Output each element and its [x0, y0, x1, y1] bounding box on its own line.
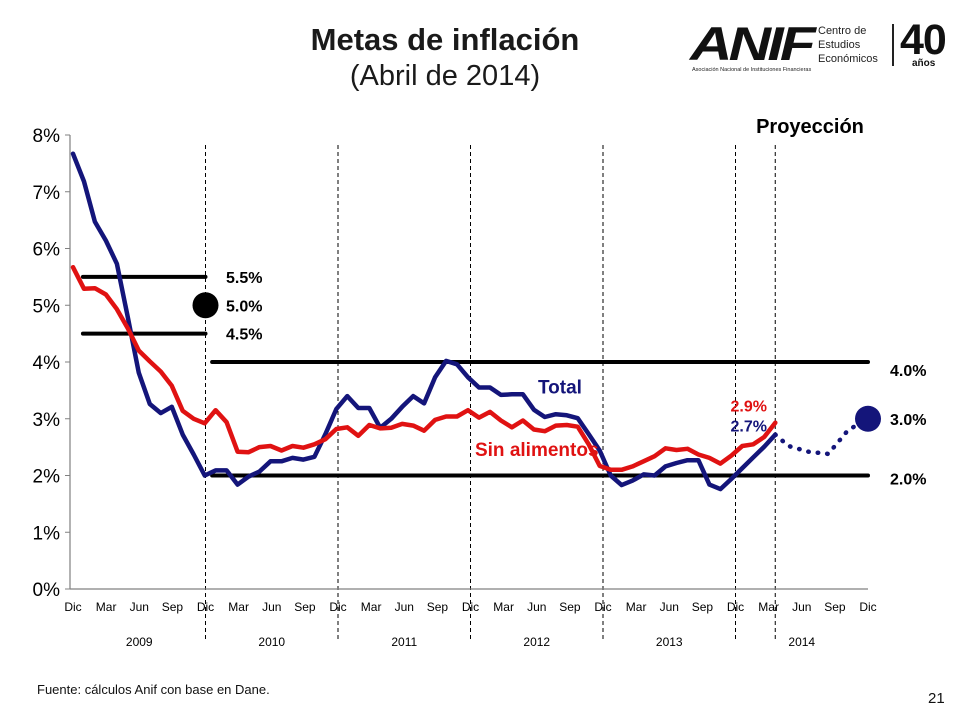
x-tick-label: Mar	[228, 600, 249, 614]
x-tick-label: Sep	[427, 600, 449, 614]
page-number: 21	[928, 690, 945, 707]
y-tick-label: 1%	[33, 523, 61, 544]
y-tick-label: 0%	[33, 580, 61, 601]
x-tick-label: Sep	[559, 600, 581, 614]
x-tick-label: Jun	[527, 600, 546, 614]
chart-subtitle: (Abril de 2014)	[349, 60, 541, 92]
x-tick-label: Sep	[162, 600, 184, 614]
target-point-label: 5.0%	[226, 298, 262, 315]
x-tick-label: Dic	[594, 600, 611, 614]
year-label: 2010	[258, 635, 285, 649]
year-label: 2011	[391, 635, 417, 649]
x-tick-label: Jun	[660, 600, 679, 614]
x-tick-label: Dic	[859, 600, 876, 614]
year-label: 2013	[656, 635, 683, 649]
centro-estudios-label: Centro de Estudios Económicos	[818, 24, 878, 66]
year-label: 2014	[788, 635, 815, 649]
anniversary-anos: años	[912, 58, 936, 69]
target-point-label: 3.0%	[890, 412, 926, 429]
series-line-sin-alimentos	[70, 264, 778, 473]
title-block: Metas de inflación (Abril de 2014)	[220, 22, 670, 94]
x-tick-label: Mar	[361, 600, 382, 614]
x-tick-label: Dic	[462, 600, 479, 614]
x-tick-label: Mar	[493, 600, 514, 614]
source-footnote: Fuente: cálculos Anif con base en Dane.	[37, 682, 270, 697]
y-tick-label: 6%	[33, 240, 61, 261]
x-tick-label: Dic	[197, 600, 214, 614]
anif-logo-tagline: Asociación Nacional de Instituciones Fin…	[692, 67, 812, 73]
y-tick-label: 3%	[33, 410, 61, 431]
year-label: 2009	[126, 635, 153, 649]
x-tick-label: Sep	[824, 600, 846, 614]
target-label: 5.5%	[226, 270, 262, 287]
anif-logo-brand: ANIF	[690, 17, 816, 70]
centro-line-2: Estudios	[818, 39, 861, 51]
x-tick-label: Sep	[294, 600, 316, 614]
x-tick-label: Mar	[758, 600, 779, 614]
projection-label: Proyección	[756, 116, 864, 138]
logo-divider	[892, 24, 894, 66]
x-tick-label: Jun	[262, 600, 281, 614]
value-label-total: 2.7%	[731, 419, 767, 436]
y-tick-label: 4%	[33, 353, 61, 374]
y-tick-label: 7%	[33, 183, 61, 204]
target-point	[855, 405, 881, 432]
anniversary-40: 40	[900, 16, 947, 64]
x-tick-label: Jun	[792, 600, 811, 614]
y-tick-label: 8%	[33, 126, 61, 147]
target-label: 2.0%	[890, 472, 926, 489]
series-annotation-total: Total	[538, 378, 582, 399]
y-tick-label: 2%	[33, 467, 61, 488]
target-point	[192, 292, 219, 319]
x-tick-label: Jun	[130, 600, 149, 614]
target-label: 4.5%	[226, 327, 262, 344]
x-tick-label: Dic	[727, 600, 744, 614]
x-tick-label: Sep	[692, 600, 714, 614]
value-label-sin-alimentos: 2.9%	[731, 399, 767, 416]
anif-logo: ANIF Asociación Nacional de Institucione…	[690, 0, 952, 84]
projection-line	[773, 416, 871, 457]
centro-line-1: Centro de	[818, 25, 867, 37]
series-line-total	[70, 151, 778, 492]
x-tick-label: Mar	[96, 600, 117, 614]
x-tick-label: Dic	[329, 600, 346, 614]
target-label: 4.0%	[890, 363, 926, 380]
year-label: 2012	[523, 635, 550, 649]
series-annotation-sin-alimentos: Sin alimentos	[475, 440, 599, 461]
x-tick-label: Mar	[626, 600, 647, 614]
centro-line-3: Económicos	[818, 53, 878, 65]
x-tick-label: Jun	[395, 600, 414, 614]
chart-title: Metas de inflación	[310, 22, 580, 57]
x-tick-label: Dic	[64, 600, 81, 614]
y-tick-label: 5%	[33, 296, 61, 317]
